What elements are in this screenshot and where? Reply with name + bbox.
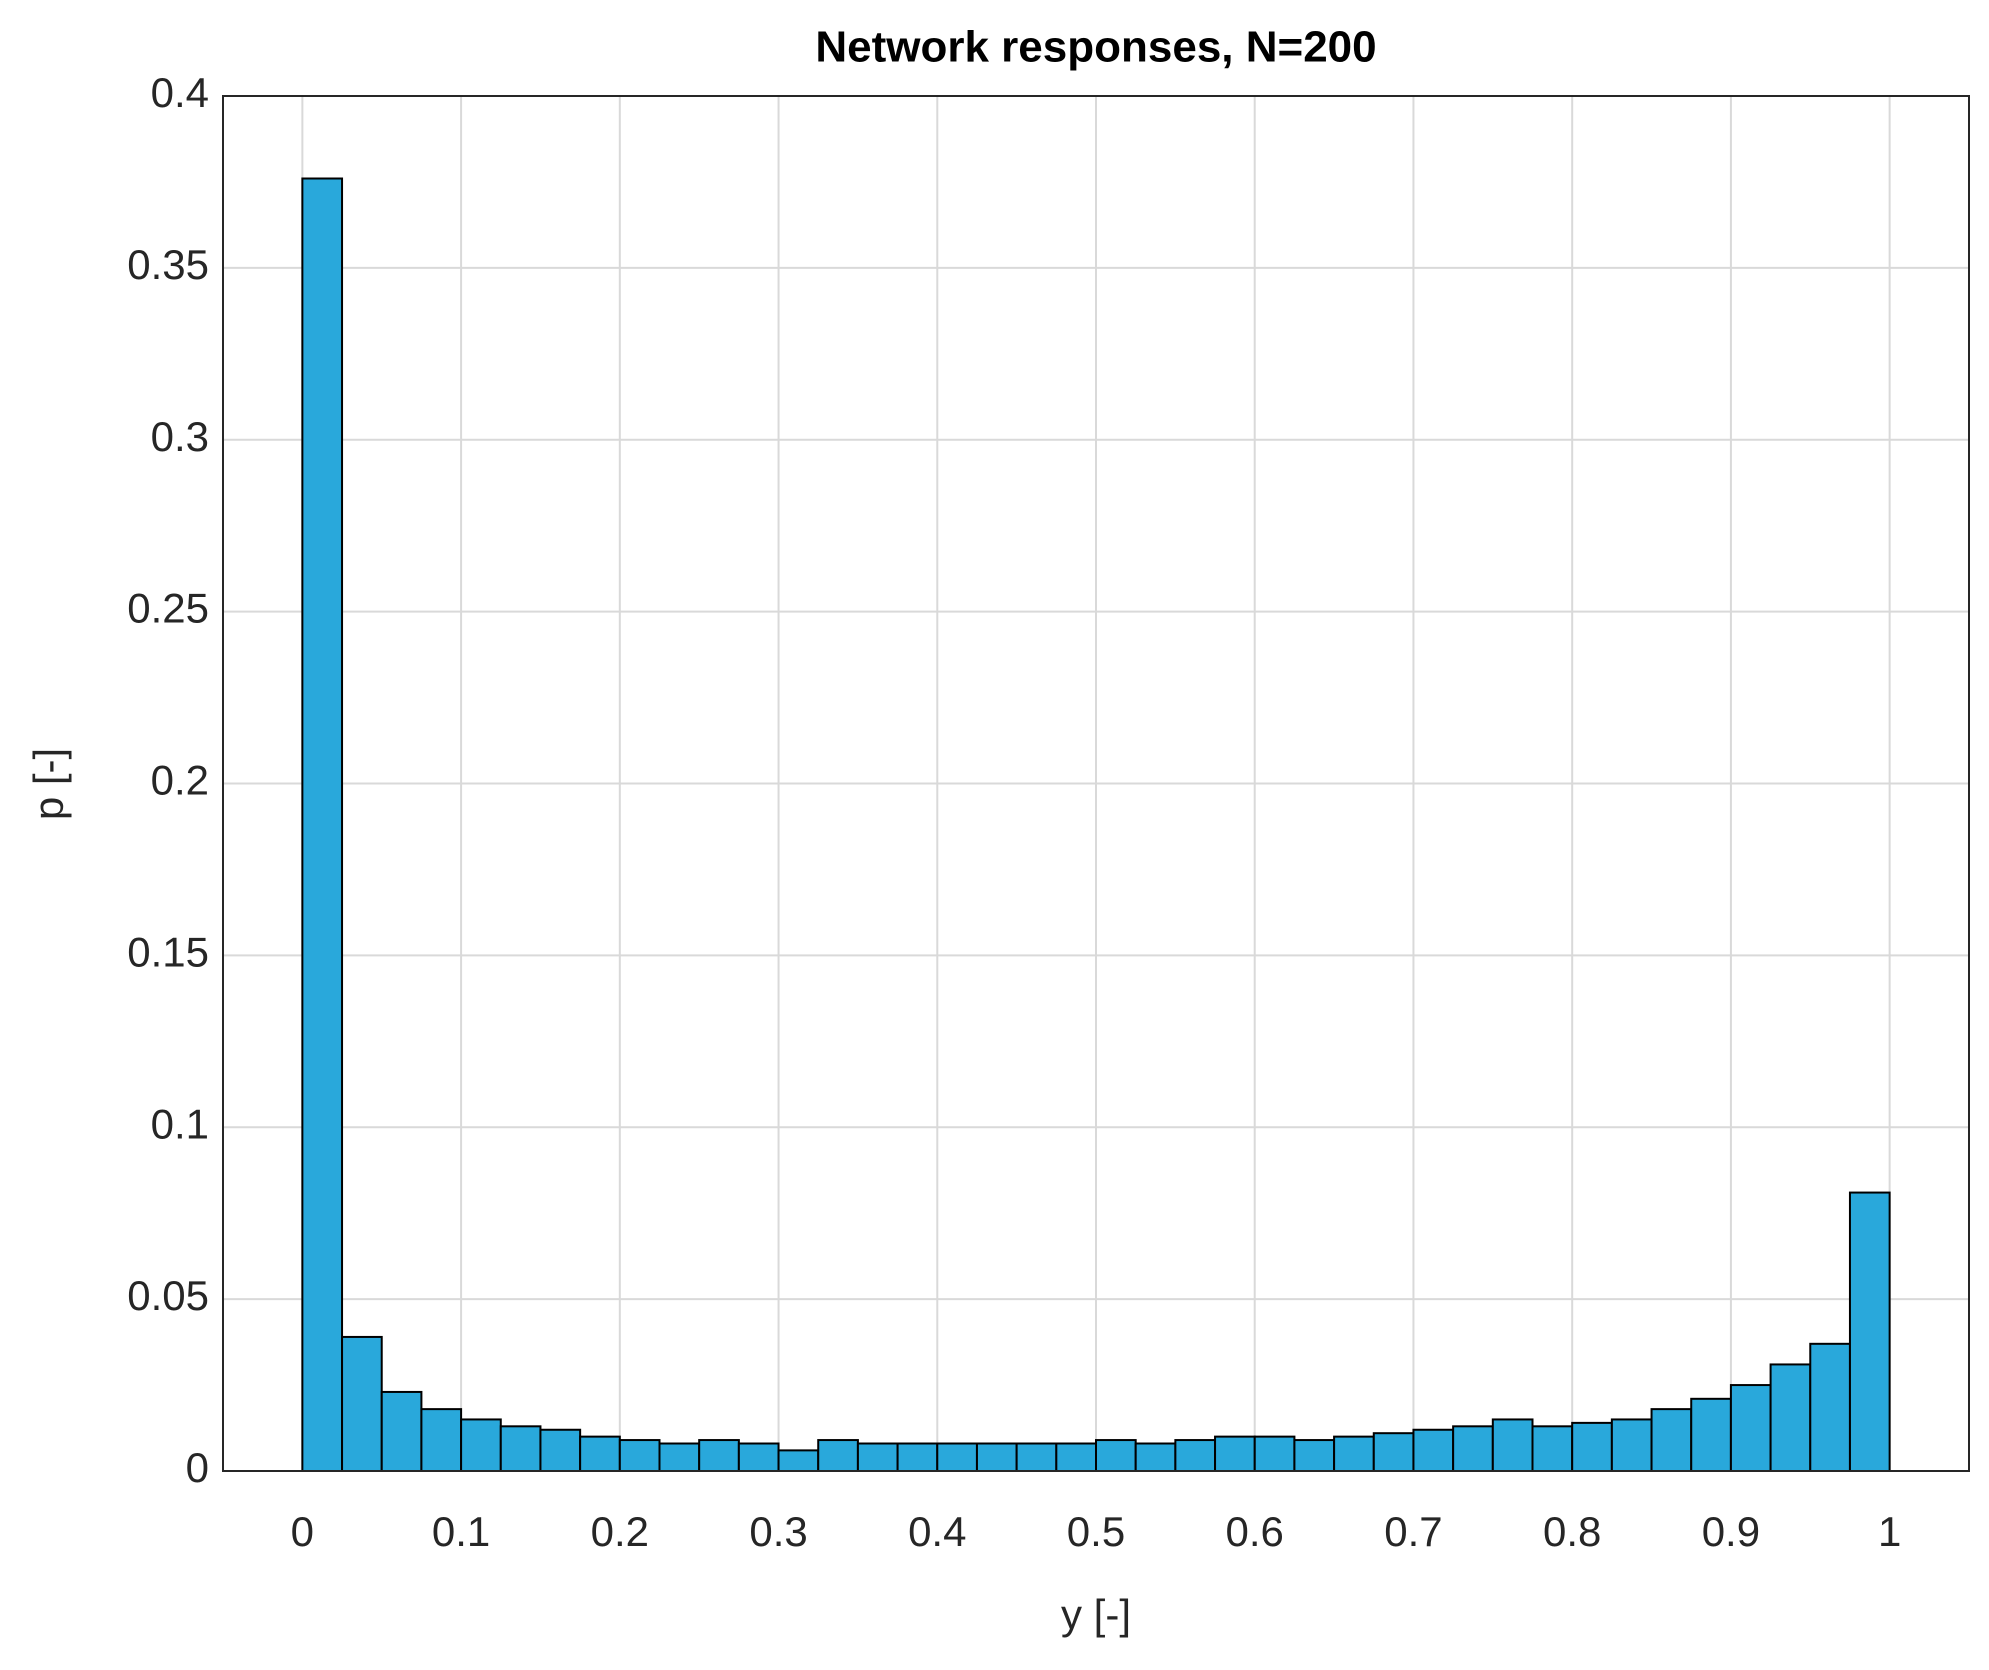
bar <box>1809 1342 1851 1472</box>
bar <box>975 1442 1018 1472</box>
bar <box>737 1442 780 1472</box>
bar <box>1690 1397 1732 1472</box>
bar <box>1610 1418 1653 1472</box>
y-tick-label: 0.4 <box>151 69 209 116</box>
y-tick-label: 0.35 <box>127 241 209 288</box>
bar <box>380 1390 423 1472</box>
bar <box>1134 1442 1177 1472</box>
x-tick-label: 0.5 <box>1067 1508 1125 1555</box>
y-tick-label: 0.25 <box>127 585 209 632</box>
bar <box>1174 1439 1217 1472</box>
y-axis-label: p [-] <box>25 748 72 820</box>
y-tick-label: 0.05 <box>127 1272 209 1319</box>
y-tick-label: 0.15 <box>127 928 209 975</box>
x-tick-label: 0.8 <box>1543 1508 1601 1555</box>
bar <box>1095 1439 1137 1472</box>
bar <box>1412 1428 1455 1472</box>
y-tick-label: 0.2 <box>151 757 209 804</box>
bar <box>1452 1425 1494 1472</box>
bar <box>618 1439 661 1472</box>
bar <box>499 1425 542 1472</box>
bar <box>1253 1435 1296 1472</box>
x-tick-label: 0.7 <box>1384 1508 1442 1555</box>
bar <box>1372 1432 1415 1472</box>
chart-title: Network responses, N=200 <box>815 23 1376 72</box>
bar <box>1333 1435 1375 1472</box>
bar <box>896 1442 939 1472</box>
bar <box>539 1428 582 1472</box>
x-tick-label: 0.1 <box>432 1508 490 1555</box>
bar <box>1650 1408 1693 1472</box>
bar <box>1769 1363 1812 1472</box>
x-tick-label: 1 <box>1878 1508 1901 1555</box>
y-tick-label: 0.1 <box>151 1100 209 1147</box>
x-axis-label: y [-] <box>1061 1591 1131 1638</box>
bar <box>1571 1421 1613 1472</box>
x-tick-label: 0.9 <box>1702 1508 1760 1555</box>
bar <box>1729 1384 1772 1472</box>
bar <box>1214 1435 1256 1472</box>
bar <box>341 1335 383 1472</box>
bar <box>856 1442 899 1472</box>
y-tick-label: 0 <box>186 1444 209 1491</box>
x-tick-label: 0.4 <box>908 1508 966 1555</box>
y-tick-label: 0.3 <box>151 413 209 460</box>
bar <box>301 177 344 1472</box>
bar <box>1055 1442 1098 1472</box>
x-tick-label: 0.2 <box>591 1508 649 1555</box>
x-tick-label: 0.3 <box>749 1508 807 1555</box>
bar <box>1293 1439 1336 1472</box>
bar <box>460 1418 502 1472</box>
bar <box>1015 1442 1058 1472</box>
axes-box <box>222 95 1970 1472</box>
bar <box>1848 1191 1891 1472</box>
bar <box>658 1442 701 1472</box>
bar <box>1491 1418 1534 1472</box>
bar <box>936 1442 978 1472</box>
bar <box>777 1449 820 1472</box>
x-tick-label: 0.6 <box>1226 1508 1284 1555</box>
bar <box>420 1408 463 1472</box>
bar <box>817 1439 859 1472</box>
bar <box>698 1439 740 1472</box>
bar <box>1531 1425 1574 1472</box>
x-tick-label: 0 <box>291 1508 314 1555</box>
bar <box>579 1435 621 1472</box>
